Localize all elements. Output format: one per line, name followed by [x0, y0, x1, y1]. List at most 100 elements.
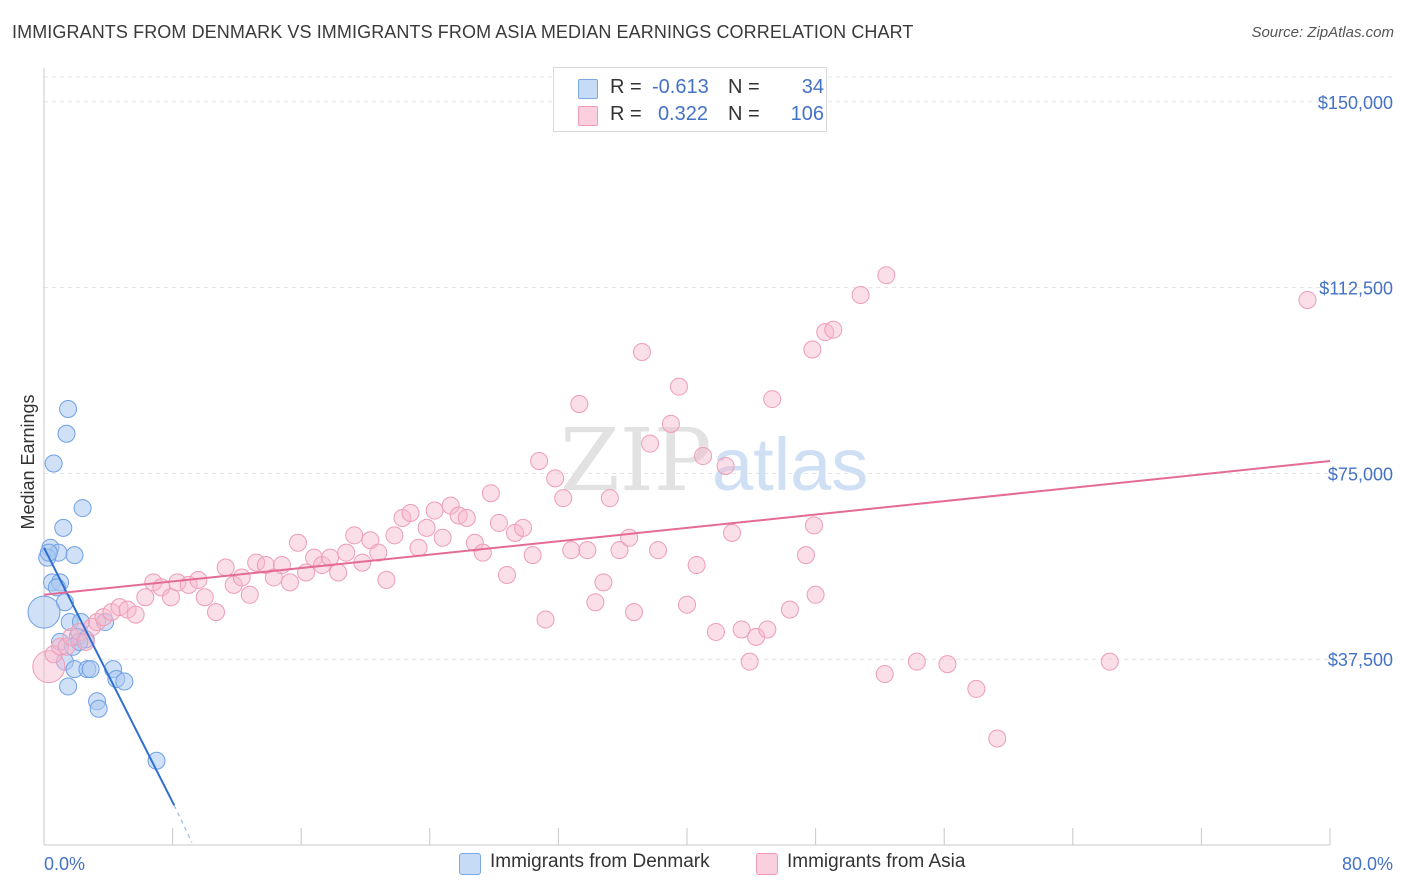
asia-point	[1100, 652, 1119, 671]
asia-point	[632, 342, 651, 361]
asia-point	[523, 546, 542, 565]
asia-trend-line	[43, 460, 1331, 596]
x-tick-label: 80.0%	[1342, 854, 1393, 874]
asia-point	[433, 528, 452, 547]
asia-point	[377, 570, 396, 589]
asia-point	[562, 541, 581, 560]
asia-point	[232, 568, 251, 587]
legend-label-denmark: Immigrants from Denmark	[490, 851, 710, 872]
asia-point	[988, 729, 1007, 748]
chart-title: IMMIGRANTS FROM DENMARK VS IMMIGRANTS FR…	[12, 22, 914, 42]
y-tick-label: $75,000	[1328, 464, 1393, 484]
source-credit: Source: ZipAtlas.com	[1251, 24, 1394, 41]
asia-point	[877, 266, 896, 285]
denmark-trend-extension	[173, 805, 193, 843]
watermark-zip: ZIP	[560, 411, 712, 511]
legend-r-value: -0.613	[652, 76, 709, 98]
asia-point	[57, 637, 76, 656]
asia-point	[620, 528, 639, 547]
asia-point	[457, 508, 476, 527]
asia-point	[678, 595, 696, 614]
asia-point	[594, 573, 613, 592]
asia-point	[321, 548, 340, 567]
axes	[43, 68, 1331, 846]
asia-point	[780, 600, 799, 619]
legend-n-value: 106	[790, 103, 824, 125]
asia-point	[907, 652, 926, 671]
legend-r-value: 0.322	[657, 103, 708, 125]
asia-point	[716, 456, 735, 475]
asia-point	[417, 518, 436, 537]
legend-swatch-asia	[578, 106, 598, 126]
legend-swatch-denmark	[578, 79, 598, 99]
data-points	[27, 266, 1317, 770]
denmark-point	[73, 499, 92, 518]
denmark-point	[57, 424, 76, 443]
asia-point	[337, 543, 356, 562]
asia-point	[796, 546, 815, 565]
legend-swatch-denmark	[459, 853, 481, 875]
asia-point	[649, 541, 668, 560]
asia-point	[385, 526, 404, 545]
asia-point	[763, 390, 782, 409]
x-tick-label: 0.0%	[44, 854, 85, 874]
asia-point	[481, 484, 500, 503]
asia-point	[126, 605, 145, 624]
legend-swatch-asia	[756, 853, 778, 875]
asia-point	[489, 513, 508, 532]
asia-point	[600, 489, 619, 508]
legend-label-asia: Immigrants from Asia	[787, 851, 966, 872]
denmark-point	[59, 677, 78, 696]
watermark: ZIP atlas	[560, 411, 868, 511]
asia-point	[758, 620, 777, 639]
asia-point	[1298, 290, 1317, 309]
asia-point	[280, 573, 299, 592]
legend-n-value: 34	[801, 76, 824, 98]
asia-point	[51, 637, 70, 656]
asia-point	[806, 585, 825, 604]
asia-point	[669, 377, 688, 396]
legend-n-label: N =	[728, 76, 760, 98]
denmark-point	[115, 672, 134, 691]
asia-point	[747, 627, 766, 646]
asia-point	[570, 395, 589, 414]
watermark-atlas: atlas	[712, 423, 868, 506]
asia-point	[851, 286, 870, 305]
asia-point	[967, 679, 986, 698]
asia-point	[240, 585, 259, 604]
denmark-point	[27, 595, 61, 629]
legend-r-label: R =	[610, 103, 642, 125]
asia-point	[661, 414, 680, 433]
asia-point	[207, 603, 226, 622]
asia-point	[369, 543, 388, 562]
asia-point	[288, 533, 307, 552]
y-tick-label: $150,000	[1318, 93, 1393, 113]
asia-point	[732, 620, 751, 639]
denmark-point	[81, 660, 100, 679]
asia-point	[216, 558, 235, 577]
asia-point	[195, 588, 214, 607]
asia-point	[554, 489, 573, 508]
asia-point	[938, 655, 957, 674]
asia-point	[578, 541, 597, 560]
asia-point	[32, 650, 66, 684]
axis-labels: $37,500 $75,000 $112,500 $150,000 0.0% 80.0% M…	[18, 93, 1393, 874]
trend-lines	[43, 460, 1331, 843]
asia-point	[425, 501, 444, 520]
asia-point	[610, 541, 629, 560]
legend-n-label: N =	[728, 103, 760, 125]
asia-point	[536, 610, 555, 629]
asia-point	[875, 665, 894, 684]
denmark-point	[59, 399, 78, 418]
stats-legend: R = -0.613 N = 34 R = 0.322 N = 106	[553, 67, 827, 132]
denmark-point	[89, 699, 108, 718]
asia-point	[514, 518, 533, 537]
asia-point	[723, 523, 742, 542]
asia-point	[497, 565, 516, 584]
asia-point	[586, 593, 605, 612]
denmark-trend-line	[43, 547, 176, 806]
asia-point	[409, 538, 428, 557]
asia-point	[824, 320, 843, 339]
y-tick-label: $37,500	[1328, 650, 1393, 670]
